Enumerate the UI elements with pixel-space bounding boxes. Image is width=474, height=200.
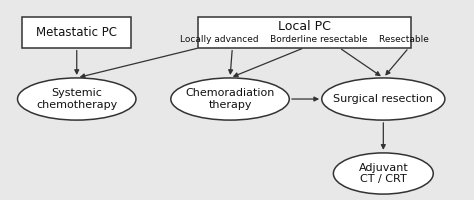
Ellipse shape xyxy=(322,78,445,120)
Text: Surgical resection: Surgical resection xyxy=(333,94,433,104)
Text: Local PC: Local PC xyxy=(278,20,331,33)
Text: Systemic
chemotherapy: Systemic chemotherapy xyxy=(36,88,118,110)
FancyBboxPatch shape xyxy=(22,17,131,48)
FancyBboxPatch shape xyxy=(198,17,411,48)
Text: Locally advanced    Borderline resectable    Resectable: Locally advanced Borderline resectable R… xyxy=(180,35,429,44)
Ellipse shape xyxy=(333,153,433,194)
Ellipse shape xyxy=(171,78,289,120)
Text: Adjuvant
CT / CRT: Adjuvant CT / CRT xyxy=(358,163,408,184)
Text: Metastatic PC: Metastatic PC xyxy=(36,26,117,39)
Ellipse shape xyxy=(18,78,136,120)
Text: Chemoradiation
therapy: Chemoradiation therapy xyxy=(185,88,275,110)
